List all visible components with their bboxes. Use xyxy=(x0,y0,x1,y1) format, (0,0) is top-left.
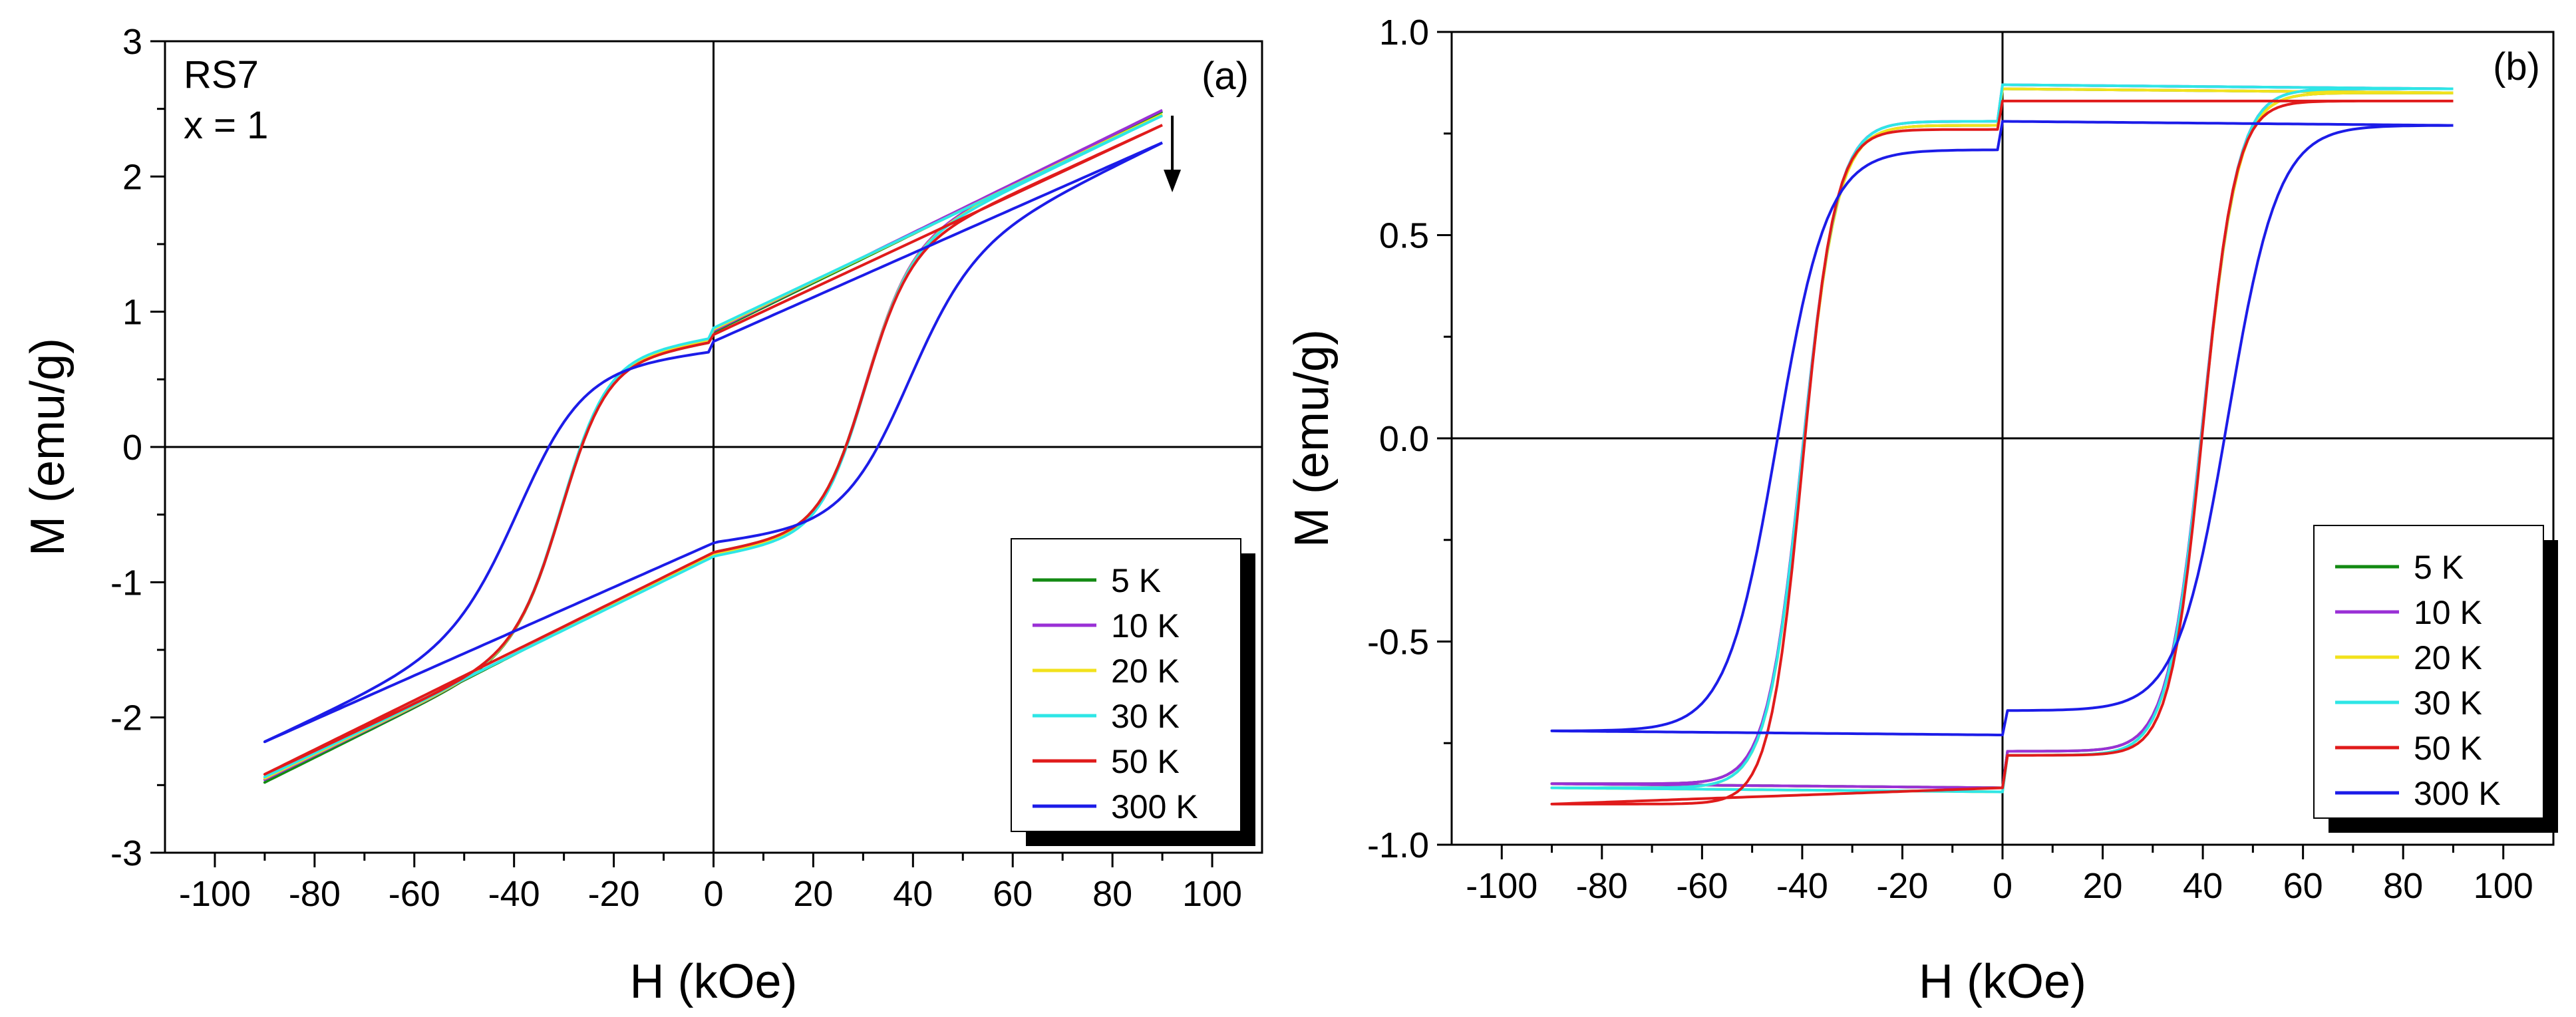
x-tick-label-a: -40 xyxy=(488,874,540,914)
y-tick-label-b: 0.0 xyxy=(1379,419,1429,459)
x-tick-label-b: -100 xyxy=(1466,866,1537,906)
x-tick-label-a: -80 xyxy=(289,874,341,914)
x-tick-label-b: -20 xyxy=(1876,866,1928,906)
series-line-a-300K xyxy=(263,141,1163,744)
x-tick-label-a: 0 xyxy=(703,874,723,914)
sample-label: RS7 xyxy=(184,53,259,96)
x-tick-label-b: 100 xyxy=(2474,866,2533,906)
series-group-b xyxy=(1550,83,2454,805)
y-tick-label-b: -0.5 xyxy=(1367,623,1429,662)
legend-label-a: 30 K xyxy=(1111,698,1180,735)
y-tick-label-b: -1.0 xyxy=(1367,825,1429,865)
legend-label-b: 30 K xyxy=(2414,684,2482,722)
x-axis-title-b: H (kOe) xyxy=(1919,955,2086,1008)
y-tick-label-b: 0.5 xyxy=(1379,216,1429,256)
x-tick-label-a: 20 xyxy=(793,874,833,914)
series-line-a-50K xyxy=(263,124,1163,776)
y-tick-label-a: 3 xyxy=(122,22,142,62)
x-tick-label-a: 100 xyxy=(1182,874,1242,914)
temperature-arrow-head xyxy=(1164,170,1182,193)
legend-b: 5 K 10 K 20 K 30 K 50 K 300 K xyxy=(2313,525,2558,833)
legend-label-a: 20 K xyxy=(1111,653,1180,690)
x-tick-label-a: 60 xyxy=(993,874,1033,914)
y-tick-label-a: 1 xyxy=(122,293,142,333)
x-tick-label-a: 40 xyxy=(893,874,933,914)
y-tick-label-b: 1.0 xyxy=(1379,13,1429,53)
series-line-b-300K xyxy=(1550,120,2454,736)
x-tick-label-b: 0 xyxy=(1993,866,2012,906)
y-axis-title-b: M (emu/g) xyxy=(1285,329,1339,547)
chart-panel-a: -100 -80 -60 -40 -20 0 20 40 60 80 100 -3 -2 -1 0 1 2 3 H … xyxy=(21,22,1263,1008)
chart-panel-b: -100 -80 -60 -40 -20 0 20 40 60 80 100 -1.0 -0.5 0.0 0… xyxy=(1285,13,2558,1008)
x-tick-label-b: 20 xyxy=(2083,866,2123,906)
panel-label-a: (a) xyxy=(1202,55,1249,98)
x-tick-label-b: -80 xyxy=(1576,866,1628,906)
x-tick-label-a: -100 xyxy=(179,874,251,914)
y-tick-label-a: 0 xyxy=(122,428,142,468)
x-axis-title-a: H (kOe) xyxy=(630,955,798,1008)
x-tick-label-a: -60 xyxy=(389,874,440,914)
x-tick-label-b: 40 xyxy=(2183,866,2223,906)
y-tick-label-a: 2 xyxy=(122,157,142,197)
legend-label-b: 5 K xyxy=(2414,549,2464,586)
y-tick-label-a: -3 xyxy=(110,833,142,873)
legend-label-b: 50 K xyxy=(2414,730,2482,767)
x-tick-label-b: -60 xyxy=(1676,866,1728,906)
series-group-a xyxy=(263,108,1164,784)
legend-label-a: 50 K xyxy=(1111,743,1180,780)
legend-label-b: 10 K xyxy=(2414,594,2482,631)
composition-label: x = 1 xyxy=(184,104,268,147)
series-line-b-30K xyxy=(1550,83,2454,794)
x-tick-label-b: 60 xyxy=(2283,866,2323,906)
y-tick-label-a: -1 xyxy=(110,563,142,603)
legend-label-a: 10 K xyxy=(1111,607,1180,645)
legend-box-a xyxy=(1011,538,1241,832)
legend-label-b: 20 K xyxy=(2414,639,2482,676)
panel-label-b: (b) xyxy=(2493,45,2540,88)
series-line-b-50K xyxy=(1550,99,2454,805)
y-tick-label-a: -2 xyxy=(110,698,142,738)
legend-label-a: 5 K xyxy=(1111,562,1161,599)
x-tick-label-b: -40 xyxy=(1776,866,1828,906)
legend-box-b xyxy=(2313,525,2544,819)
x-tick-label-a: -20 xyxy=(588,874,640,914)
legend-label-a: 300 K xyxy=(1111,788,1198,825)
x-tick-label-a: 80 xyxy=(1092,874,1132,914)
legend-a: 5 K 10 K 20 K 30 K 50 K 300 K xyxy=(1011,538,1255,846)
y-axis-title-a: M (emu/g) xyxy=(21,338,75,556)
x-tick-label-b: 80 xyxy=(2383,866,2423,906)
legend-label-b: 300 K xyxy=(2414,775,2501,812)
